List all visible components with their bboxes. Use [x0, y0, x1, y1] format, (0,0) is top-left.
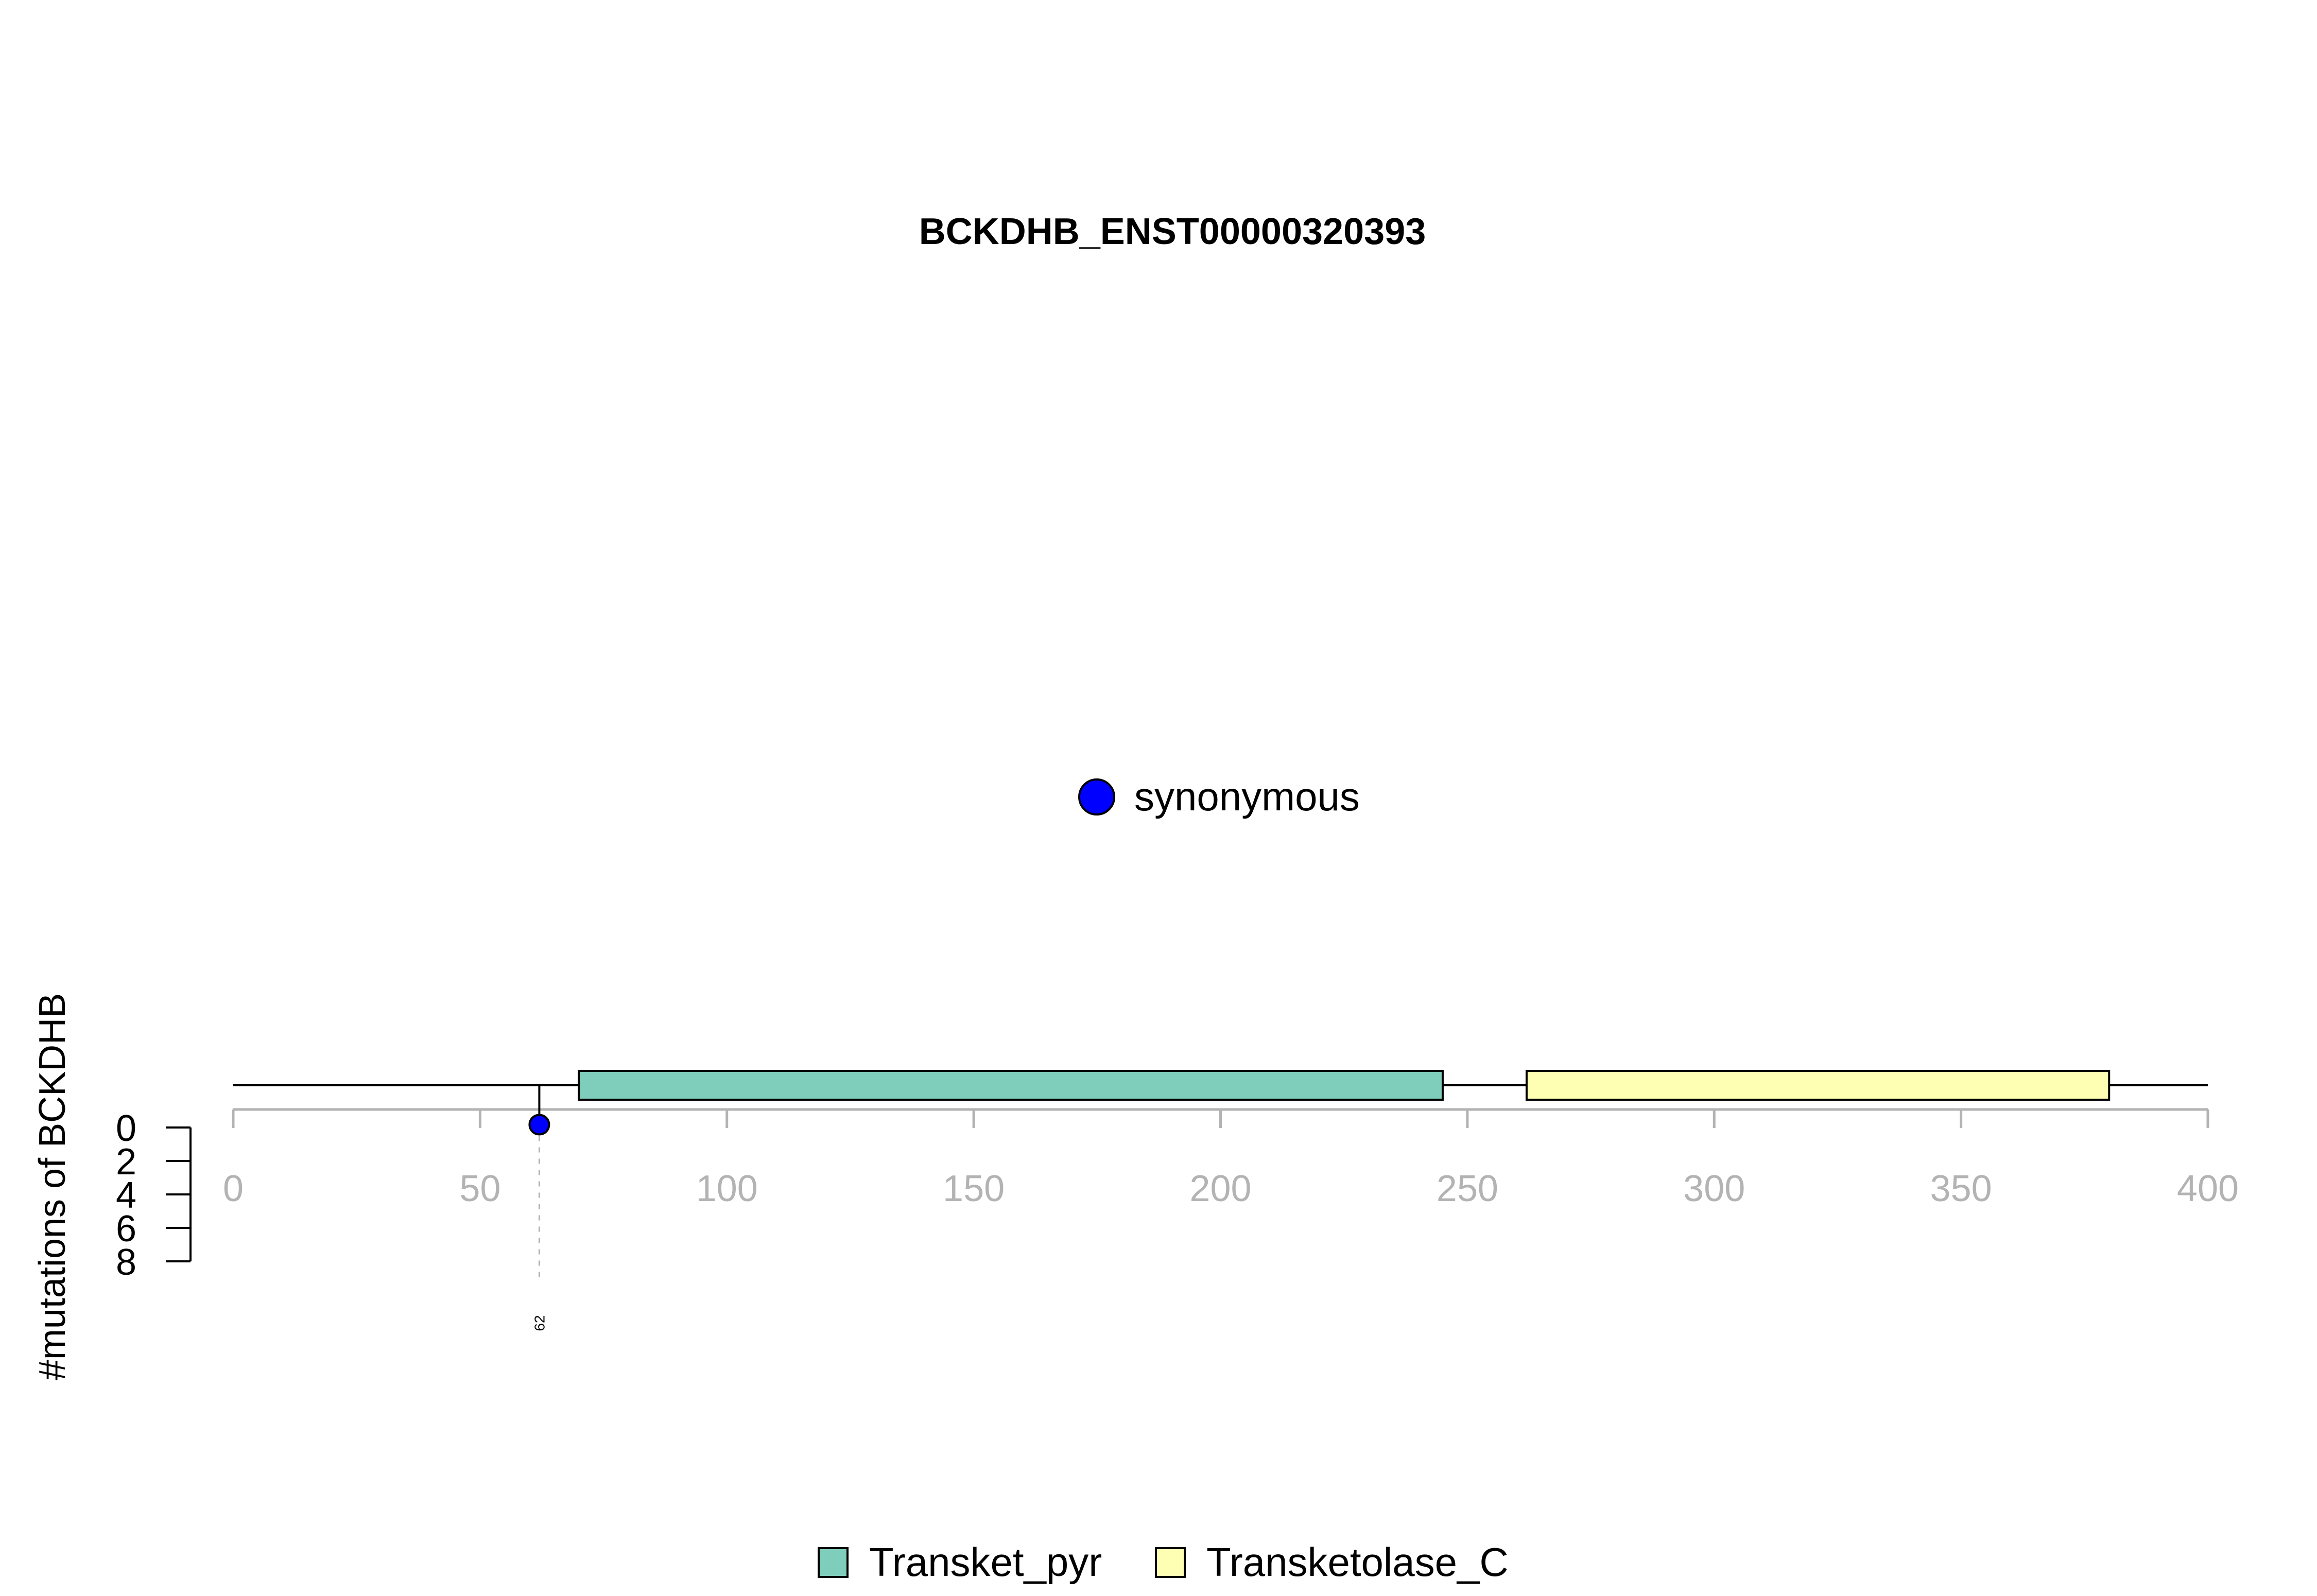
domain-1 — [578, 1070, 1444, 1101]
domain-legend-label-2: Transketolase_C — [1206, 1539, 1509, 1585]
x-tick-label-0: 0 — [223, 1168, 244, 1209]
x-axis: 0 50 100 150 200 250 300 350 400 — [223, 1108, 2239, 1209]
mutation-label-1: 62 — [531, 1315, 547, 1331]
y-tick-label-3: 6 — [116, 1208, 136, 1250]
y-tick-label-0: 0 — [116, 1108, 136, 1149]
domain-legend-label-1: Transket_pyr — [869, 1539, 1102, 1585]
mutation-legend-label-1: synonymous — [1134, 774, 1360, 819]
x-tick-label-7: 350 — [1930, 1168, 1992, 1209]
x-tick-label-2: 100 — [696, 1168, 758, 1209]
y-axis-label: #mutations of BCKDHB — [32, 993, 73, 1380]
x-tick-label-8: 400 — [2177, 1168, 2239, 1209]
x-tick-label-6: 300 — [1683, 1168, 1745, 1209]
y-tick-label-4: 8 — [116, 1242, 136, 1283]
x-tick-label-4: 200 — [1189, 1168, 1251, 1209]
domain-2 — [1525, 1070, 2111, 1101]
y-tick-label-1: 2 — [116, 1141, 136, 1183]
mutation-track: 62 — [528, 1085, 550, 1331]
x-tick-label-5: 250 — [1437, 1168, 1498, 1209]
x-tick-label-3: 150 — [943, 1168, 1005, 1209]
mutation-legend-marker-1 — [1078, 778, 1115, 816]
x-tick-label-1: 50 — [459, 1168, 500, 1209]
domain-legend: Transket_pyr Transketolase_C — [818, 1539, 1509, 1585]
mutation-legend: synonymous — [1078, 774, 1360, 819]
domain-track — [578, 1070, 2111, 1101]
y-tick-label-2: 4 — [116, 1175, 136, 1216]
domain-legend-swatch-1 — [818, 1547, 849, 1578]
mutation-point-1 — [528, 1114, 550, 1136]
domain-legend-swatch-2 — [1155, 1547, 1186, 1578]
chart-title: BCKDHB_ENST00000320393 — [919, 211, 1426, 252]
